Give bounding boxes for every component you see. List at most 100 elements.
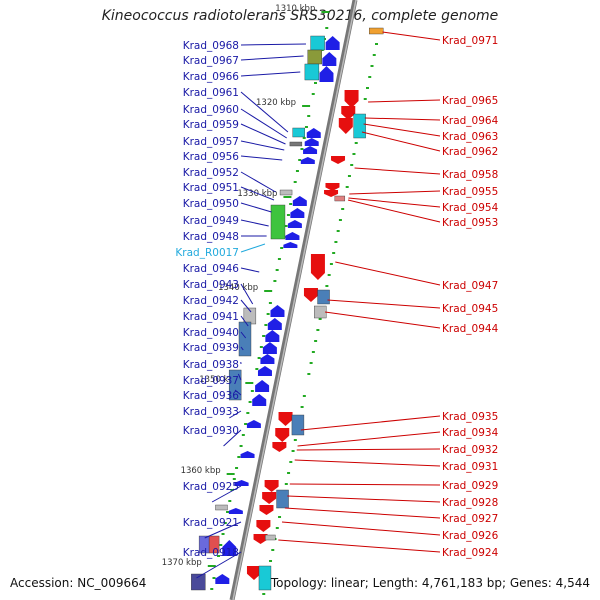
gene-label-krad_0934[interactable]: Krad_0934 bbox=[442, 427, 499, 439]
gene-label-krad_0967[interactable]: Krad_0967 bbox=[183, 55, 239, 67]
gene-label-krad_0957[interactable]: Krad_0957 bbox=[183, 136, 239, 148]
gene-label-krad_0963[interactable]: Krad_0963 bbox=[442, 131, 498, 143]
reverse-gene-arrow bbox=[222, 540, 237, 556]
gene-box bbox=[276, 489, 289, 509]
reverse-gene-arrow bbox=[246, 420, 261, 428]
forward-gene-arrow bbox=[324, 190, 339, 197]
gene-label-krad_0937[interactable]: Krad_0937 bbox=[183, 375, 239, 387]
gene-label-krad_0936[interactable]: Krad_0936 bbox=[183, 390, 240, 402]
reverse-gene-arrow bbox=[240, 451, 255, 458]
left-label-connector bbox=[234, 389, 242, 396]
gene-label-krad_0927[interactable]: Krad_0927 bbox=[442, 513, 498, 525]
gene-label-krad_0971[interactable]: Krad_0971 bbox=[442, 35, 498, 47]
scale-label: 1310 kbp bbox=[275, 4, 315, 14]
gene-label-krad_0925[interactable]: Krad_0925 bbox=[183, 481, 239, 493]
gene-box bbox=[304, 63, 320, 81]
gene-box bbox=[279, 189, 293, 196]
map-title: Kineococcus radiotolerans SRS30216, comp… bbox=[101, 8, 499, 24]
left-label-connector bbox=[240, 315, 249, 327]
gene-label-krad_0950[interactable]: Krad_0950 bbox=[183, 198, 239, 210]
right-label-connector bbox=[281, 521, 441, 536]
gene-label-krad_0960[interactable]: Krad_0960 bbox=[183, 104, 239, 116]
reverse-gene-arrow bbox=[306, 128, 321, 138]
gene-label-krad_0948[interactable]: Krad_0948 bbox=[183, 231, 239, 243]
gene-label-krad_0953[interactable]: Krad_0953 bbox=[442, 217, 498, 229]
gene-label-krad_0956[interactable]: Krad_0956 bbox=[183, 151, 240, 163]
left-label-connector bbox=[240, 171, 276, 193]
reverse-gene-arrow bbox=[267, 318, 282, 330]
gene-box bbox=[270, 204, 286, 240]
gene-label-krad_r0017[interactable]: Krad_R0017 bbox=[175, 247, 239, 259]
gene-label-krad_0965[interactable]: Krad_0965 bbox=[442, 95, 498, 107]
right-label-connector bbox=[347, 199, 441, 223]
forward-gene-arrow bbox=[275, 428, 290, 442]
right-label-connector bbox=[296, 448, 441, 451]
scale-label: 1340 kbp bbox=[218, 283, 258, 293]
reverse-gene-arrow bbox=[262, 342, 277, 354]
gene-label-krad_0926[interactable]: Krad_0926 bbox=[442, 530, 499, 542]
gene-label-krad_0942[interactable]: Krad_0942 bbox=[183, 295, 239, 307]
gene-label-krad_0944[interactable]: Krad_0944 bbox=[442, 323, 499, 335]
scale-label: 1320 kbp bbox=[256, 98, 296, 108]
gene-label-krad_0939[interactable]: Krad_0939 bbox=[183, 342, 239, 354]
right-label-connector bbox=[382, 31, 441, 41]
gene-label-krad_0940[interactable]: Krad_0940 bbox=[183, 327, 239, 339]
gene-label-krad_0921[interactable]: Krad_0921 bbox=[183, 517, 239, 529]
gene-label-krad_0945[interactable]: Krad_0945 bbox=[442, 303, 498, 315]
reverse-gene-arrow bbox=[265, 330, 280, 342]
left-label-connector bbox=[240, 55, 304, 61]
right-label-connector bbox=[284, 507, 441, 519]
left-label-connector bbox=[240, 91, 289, 133]
scale-label: 1330 kbp bbox=[237, 189, 277, 199]
gene-label-krad_0929[interactable]: Krad_0929 bbox=[442, 480, 498, 492]
label-connectors bbox=[196, 31, 441, 579]
gene-label-krad_0933[interactable]: Krad_0933 bbox=[183, 406, 239, 418]
gene-box bbox=[307, 49, 322, 65]
gene-label-krad_0932[interactable]: Krad_0932 bbox=[442, 444, 498, 456]
gene-label-krad_0951[interactable]: Krad_0951 bbox=[183, 182, 239, 194]
gene-label-krad_0931[interactable]: Krad_0931 bbox=[442, 461, 498, 473]
right-label-connector bbox=[287, 495, 441, 503]
gene-label-krad_0924[interactable]: Krad_0924 bbox=[442, 547, 499, 559]
right-label-connector bbox=[297, 431, 441, 447]
gene-label-krad_0964[interactable]: Krad_0964 bbox=[442, 115, 499, 127]
gene-label-krad_0928[interactable]: Krad_0928 bbox=[442, 497, 498, 509]
gene-label-krad_0949[interactable]: Krad_0949 bbox=[183, 215, 239, 227]
gene-label-krad_0930[interactable]: Krad_0930 bbox=[183, 425, 239, 437]
backbone-highlight bbox=[232, 0, 357, 600]
gene-label-krad_0946[interactable]: Krad_0946 bbox=[183, 263, 240, 275]
left-label-connector bbox=[240, 155, 283, 161]
reverse-gene-arrow bbox=[304, 138, 319, 146]
gene-label-krad_0962[interactable]: Krad_0962 bbox=[442, 146, 498, 158]
gene-label-krad_0961[interactable]: Krad_0961 bbox=[183, 87, 239, 99]
gene-label-krad_0958[interactable]: Krad_0958 bbox=[442, 169, 498, 181]
gene-box bbox=[334, 195, 346, 202]
right-label-connector bbox=[278, 539, 441, 553]
reverse-gene-arrow bbox=[292, 196, 307, 206]
gene-box bbox=[258, 565, 272, 591]
reverse-gene-arrow bbox=[325, 36, 340, 50]
left-label-connector bbox=[211, 485, 242, 503]
gene-label-krad_0935[interactable]: Krad_0935 bbox=[442, 411, 498, 423]
gene-label-krad_0968[interactable]: Krad_0968 bbox=[183, 40, 239, 52]
right-label-connector bbox=[364, 117, 441, 121]
forward-gene-arrow bbox=[344, 90, 359, 108]
gene-label-krad_0938[interactable]: Krad_0938 bbox=[183, 359, 239, 371]
right-label-connector bbox=[349, 190, 441, 195]
gene-box bbox=[369, 27, 384, 35]
left-label-connector bbox=[240, 331, 247, 339]
gene-label-krad_0954[interactable]: Krad_0954 bbox=[442, 202, 499, 214]
gene-label-krad_0966[interactable]: Krad_0966 bbox=[183, 71, 240, 83]
gene-label-krad_0941[interactable]: Krad_0941 bbox=[183, 311, 239, 323]
gene-box bbox=[289, 141, 303, 147]
gene-label-krad_0959[interactable]: Krad_0959 bbox=[183, 119, 239, 131]
forward-gene-arrow bbox=[264, 480, 279, 492]
gene-label-krad_0947[interactable]: Krad_0947 bbox=[442, 280, 498, 292]
gene-label-krad_0943[interactable]: Krad_0943 bbox=[183, 279, 239, 291]
gene-label-krad_0918[interactable]: Krad_0918 bbox=[183, 547, 239, 559]
reverse-gene-arrow bbox=[303, 146, 318, 154]
gene-label-krad_0952[interactable]: Krad_0952 bbox=[183, 167, 239, 179]
reverse-gene-arrow bbox=[285, 232, 300, 240]
gene-label-krad_0955[interactable]: Krad_0955 bbox=[442, 186, 498, 198]
